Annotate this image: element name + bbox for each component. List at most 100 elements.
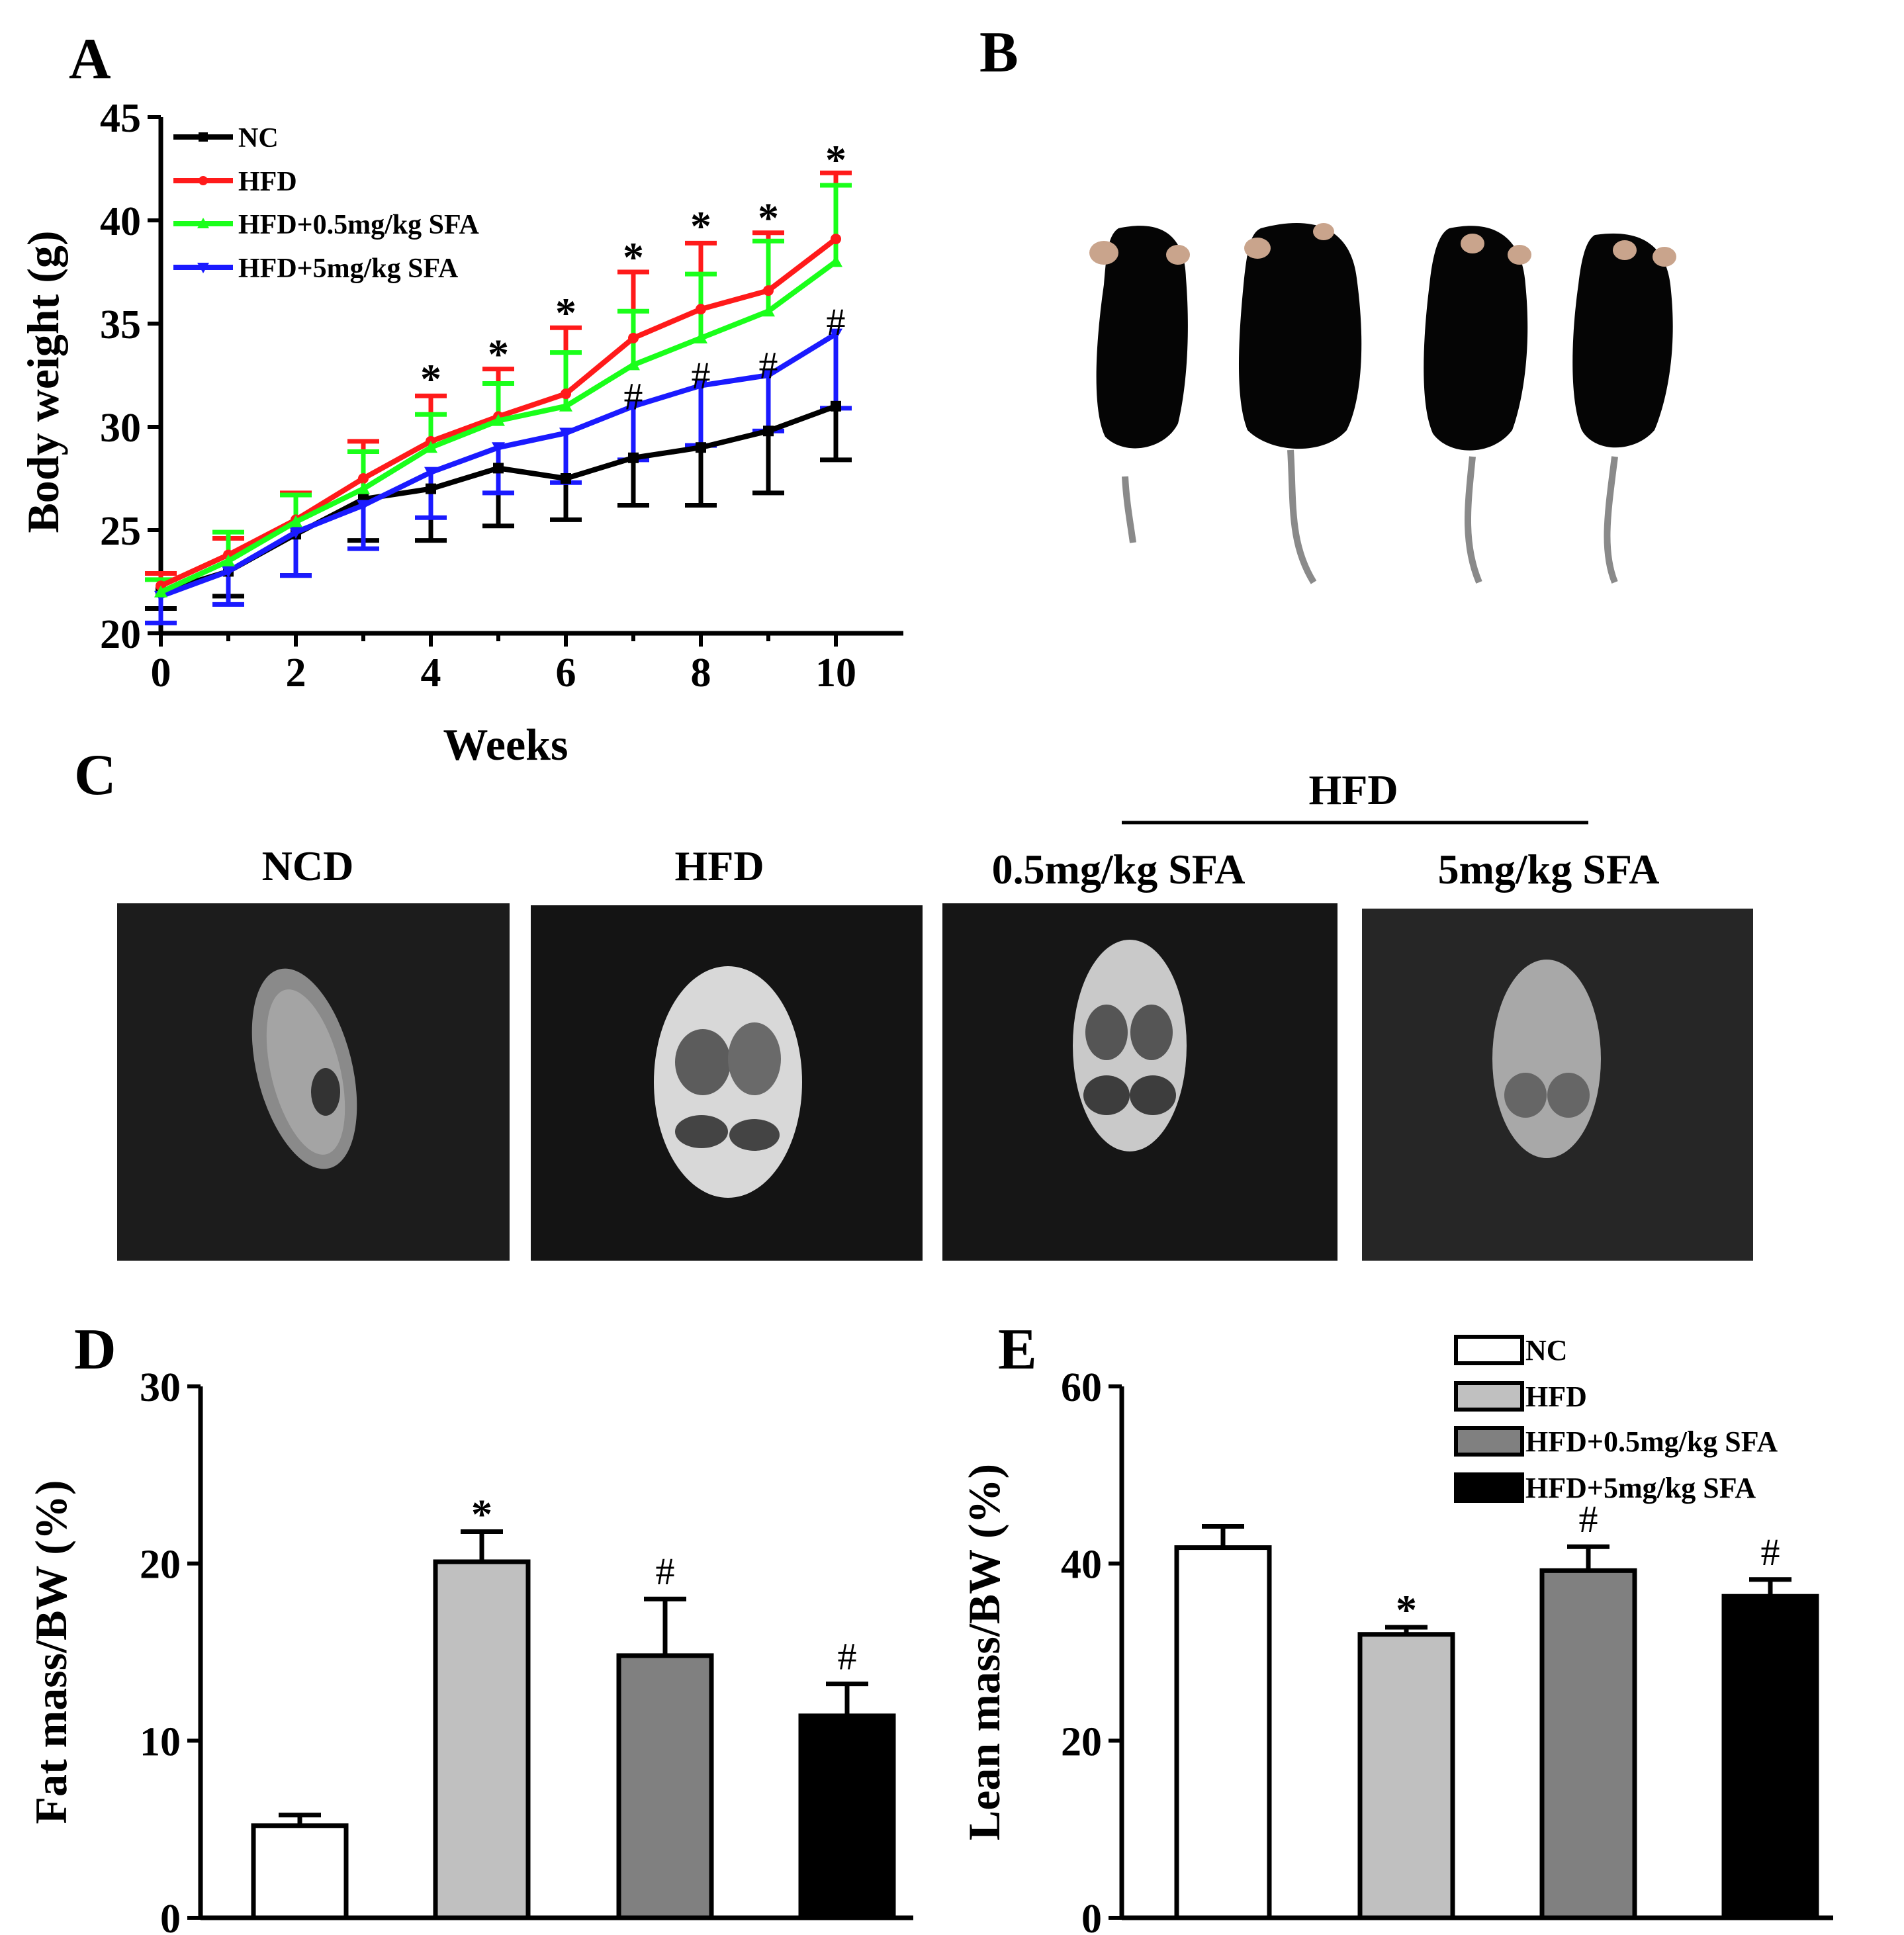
y-tick-label-E: 0 xyxy=(1081,1897,1102,1935)
x-tick-label-a: 10 xyxy=(815,651,856,696)
mouse-2 xyxy=(1238,223,1362,584)
x-tick-label-a: 6 xyxy=(556,651,576,696)
significance-mark-a: # xyxy=(827,300,846,343)
data-point-HFD+0.5mg/kg SFA xyxy=(357,482,370,494)
mri-image-hfd xyxy=(531,905,923,1261)
data-point-HFD+0.5mg/kg SFA xyxy=(829,255,842,267)
data-point-HFD+5mg/kg SFA xyxy=(222,566,235,578)
data-point-HFD+0.5mg/kg SFA xyxy=(492,414,505,426)
y-tick-label-D: 30 xyxy=(140,1365,181,1410)
legend-label-e: HFD+0.5mg/kg SFA xyxy=(1525,1425,1778,1458)
data-point-NC xyxy=(763,426,774,437)
data-point-NC xyxy=(493,463,504,474)
y-tick-label-D: 20 xyxy=(140,1543,181,1588)
x-axis-title-a: Weeks xyxy=(443,719,568,770)
data-point-NC xyxy=(831,400,841,412)
bar-E-HFD xyxy=(1357,1632,1455,1920)
data-point-HFD xyxy=(561,388,571,400)
mice-photograph xyxy=(1072,205,1747,589)
y-tick-label-a: 25 xyxy=(100,509,141,554)
panel-label-d: D xyxy=(74,1318,116,1382)
bar-E-NC xyxy=(1174,1545,1272,1920)
data-point-NC xyxy=(561,473,571,484)
legend-label-e: HFD xyxy=(1525,1380,1587,1413)
significance-mark-a: * xyxy=(420,355,441,402)
y-tick-label-a: 30 xyxy=(100,406,141,451)
data-point-HFD+0.5mg/kg SFA xyxy=(627,358,640,371)
bar-D-HFD+5mg/kg SFA xyxy=(798,1713,896,1920)
legend-marker-a xyxy=(199,176,208,185)
x-tick-label-a: 2 xyxy=(286,651,306,696)
data-point-HFD+5mg/kg SFA xyxy=(492,442,505,455)
significance-mark-D: # xyxy=(656,1550,675,1593)
legend-swatch-e xyxy=(1454,1335,1524,1365)
significance-mark-D: * xyxy=(471,1490,492,1537)
panel-label-e: E xyxy=(998,1318,1037,1382)
mouse-3 xyxy=(1424,226,1531,584)
data-point-NC xyxy=(628,452,639,463)
mri-image-5-sfa xyxy=(1362,909,1753,1261)
y-tick-label-E: 20 xyxy=(1061,1719,1102,1764)
significance-mark-D: # xyxy=(838,1635,857,1678)
data-point-HFD+0.5mg/kg SFA xyxy=(424,441,437,453)
x-tick-label-a: 8 xyxy=(691,651,711,696)
data-point-HFD+5mg/kg SFA xyxy=(289,527,302,539)
legend-swatch-e xyxy=(1454,1472,1524,1503)
y-tick-label-a: 20 xyxy=(100,612,141,657)
bar-D-HFD+0.5mg/kg SFA xyxy=(616,1653,714,1920)
mri-label-05-sfa: 0.5mg/kg SFA xyxy=(992,846,1246,893)
data-point-HFD+0.5mg/kg SFA xyxy=(559,399,572,412)
bar-E-HFD+5mg/kg SFA xyxy=(1721,1594,1819,1920)
x-tick-label-a: 4 xyxy=(421,651,441,696)
legend-swatch-e xyxy=(1454,1426,1524,1457)
y-axis-title-D: Fat mass/BW (%) xyxy=(26,1480,76,1824)
legend-label-e: HFD+5mg/kg SFA xyxy=(1525,1472,1756,1504)
y-tick-label-D: 10 xyxy=(140,1719,181,1764)
legend-label-a: NC xyxy=(238,123,279,154)
significance-mark-a: # xyxy=(692,354,711,397)
data-point-HFD+5mg/kg SFA xyxy=(829,328,842,341)
mri-label-ncd: NCD xyxy=(262,842,354,889)
data-point-HFD xyxy=(696,304,706,315)
panel-label-c: C xyxy=(74,743,116,807)
mri-panel: HFD NCD HFD 0.5mg/kg SFA 5mg/kg SFA xyxy=(117,766,1753,1261)
mri-image-ncd xyxy=(117,903,510,1261)
significance-mark-E: # xyxy=(1579,1498,1598,1541)
significance-mark-a: * xyxy=(758,195,779,242)
bar-E-HFD+0.5mg/kg SFA xyxy=(1539,1568,1637,1920)
significance-mark-E: # xyxy=(1761,1531,1780,1574)
data-point-HFD+0.5mg/kg SFA xyxy=(762,304,775,317)
y-tick-label-a: 40 xyxy=(100,199,141,244)
y-tick-label-a: 45 xyxy=(100,96,141,141)
y-axis-title-a: Body weight (g) xyxy=(18,230,68,533)
data-point-HFD+5mg/kg SFA xyxy=(627,400,640,413)
x-tick-label-a: 0 xyxy=(151,651,171,696)
legend-swatch-e xyxy=(1454,1381,1524,1412)
legend-label-a: HFD+0.5mg/kg SFA xyxy=(238,210,479,240)
significance-mark-a: * xyxy=(825,136,846,183)
data-point-HFD+5mg/kg SFA xyxy=(424,467,437,479)
data-point-HFD xyxy=(358,473,369,484)
data-point-HFD+5mg/kg SFA xyxy=(559,428,572,440)
mri-label-hfd: HFD xyxy=(674,842,764,889)
y-tick-label-E: 60 xyxy=(1061,1365,1102,1410)
significance-mark-a: * xyxy=(623,234,644,281)
y-axis-title-E: Lean mass/BW (%) xyxy=(959,1464,1009,1840)
data-point-HFD xyxy=(831,234,841,245)
series-line-HFD+0.5mg/kg SFA xyxy=(159,259,838,595)
bar-D-NC xyxy=(251,1823,349,1920)
lean-mass-bar-chart: 0 20 40 60 Lean mass/BW (%) * # # NC HFD HFD+0.5mg… xyxy=(959,1334,1833,1935)
significance-mark-a: # xyxy=(624,375,643,418)
data-point-HFD xyxy=(628,332,639,343)
significance-mark-a: * xyxy=(555,289,576,336)
data-point-HFD+0.5mg/kg SFA xyxy=(694,331,707,343)
data-point-NC xyxy=(696,442,706,453)
panel-label-a: A xyxy=(69,27,111,91)
bar-D-HFD xyxy=(433,1559,531,1920)
y-tick-label-a: 35 xyxy=(100,302,141,347)
data-point-NC xyxy=(426,483,436,494)
mouse-4 xyxy=(1572,233,1676,584)
significance-mark-a: # xyxy=(759,344,778,387)
legend-marker-a xyxy=(197,263,209,273)
